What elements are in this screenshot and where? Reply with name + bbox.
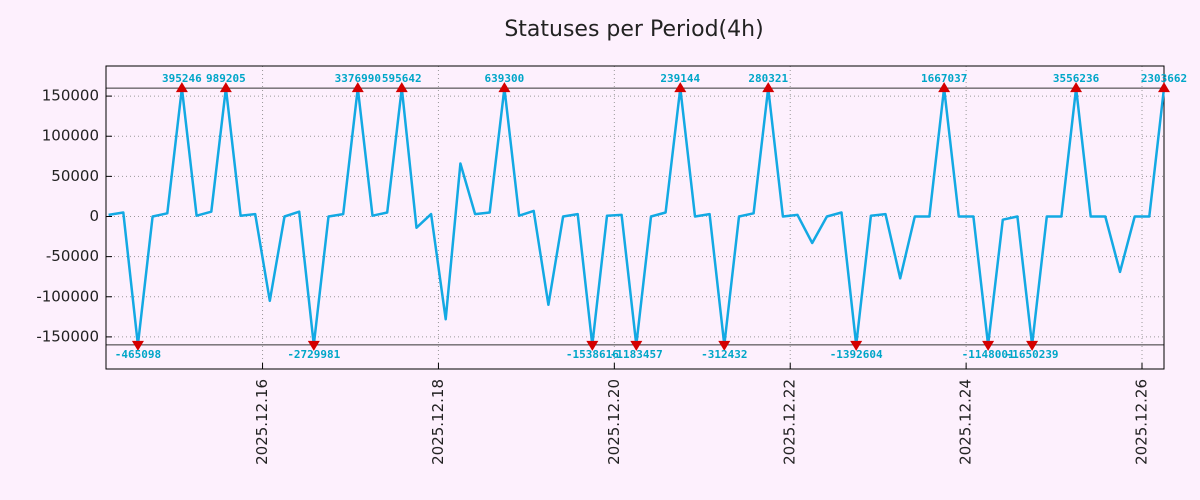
clip-marker: [498, 82, 511, 93]
value-label: 639300: [485, 72, 525, 85]
clip-marker: [938, 82, 951, 93]
value-label: 2303662: [1141, 72, 1187, 85]
value-label: 595642: [382, 72, 422, 85]
clip-marker: [630, 340, 643, 351]
value-label: 280321: [748, 72, 788, 85]
clip-marker: [219, 82, 232, 93]
x-tick-label: 2025.12.24: [957, 379, 975, 465]
clip-marker: [718, 340, 731, 351]
clip-marker: [850, 340, 863, 351]
value-label: -1148001: [962, 348, 1015, 361]
value-label: 989205: [206, 72, 246, 85]
clip-marker: [762, 82, 775, 93]
y-tick-label: 0: [89, 207, 99, 225]
y-tick-label: -50000: [46, 247, 99, 265]
y-tick-label: -150000: [36, 327, 99, 345]
clip-marker: [1070, 82, 1083, 93]
x-tick-label: 2025.12.18: [429, 379, 447, 465]
y-tick-label: 50000: [51, 167, 99, 185]
clip-marker: [674, 82, 687, 93]
value-label: 3376990: [335, 72, 381, 85]
y-tick-label: 100000: [42, 127, 99, 145]
value-label: 3556236: [1053, 72, 1100, 85]
value-label: -465098: [115, 348, 161, 361]
x-tick-label: 2025.12.22: [781, 379, 799, 465]
clip-marker: [586, 340, 599, 351]
value-label: -1650239: [1006, 348, 1059, 361]
x-tick-label: 2025.12.20: [605, 379, 623, 465]
clip-marker: [131, 340, 144, 351]
value-label: -312432: [701, 348, 747, 361]
clip-marker: [1026, 340, 1039, 351]
clip-marker: [351, 82, 364, 93]
clip-marker: [982, 340, 995, 351]
clip-marker: [175, 82, 188, 93]
clip-marker: [307, 340, 320, 351]
value-label: -1392604: [830, 348, 883, 361]
y-tick-label: 150000: [42, 87, 99, 105]
value-label: 395246: [162, 72, 202, 85]
value-label: -2729981: [287, 348, 340, 361]
value-label: 1667037: [921, 72, 967, 85]
value-label: 239144: [660, 72, 700, 85]
value-label: -1538616: [566, 348, 619, 361]
x-tick-label: 2025.12.16: [253, 379, 271, 465]
clip-marker: [1158, 82, 1170, 93]
y-tick-label: -100000: [36, 287, 99, 305]
chart-title: Statuses per Period(4h): [504, 17, 763, 42]
value-label: -1183457: [610, 348, 663, 361]
x-tick-label: 2025.12.26: [1133, 379, 1151, 465]
plot-frame: [105, 65, 1165, 370]
clip-marker: [395, 82, 408, 93]
